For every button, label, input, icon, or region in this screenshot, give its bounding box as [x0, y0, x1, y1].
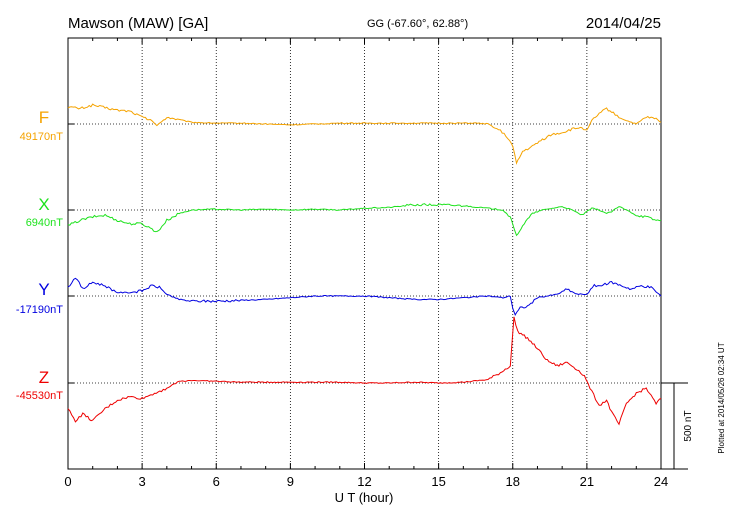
- series-baseline-z: -45530nT: [16, 390, 63, 402]
- axis-ticks: [67, 38, 662, 469]
- x-tick-label-12: 12: [357, 474, 371, 489]
- series-name-z: Z: [39, 368, 49, 387]
- x-tick-label-9: 9: [287, 474, 294, 489]
- trace-z: [67, 316, 662, 426]
- series-labels: F 49170nT X 6940nT Y -17190nT Z -45530nT: [16, 108, 63, 402]
- time-grid: [141, 38, 588, 469]
- series-baseline-x: 6940nT: [26, 217, 64, 229]
- x-tick-label-0: 0: [64, 474, 71, 489]
- x-tick-label-21: 21: [580, 474, 594, 489]
- trace-y: [67, 277, 662, 317]
- x-axis-label: U T (hour): [335, 490, 394, 505]
- series-name-f: F: [39, 108, 49, 127]
- baselines: [68, 123, 661, 384]
- x-tick-label-18: 18: [506, 474, 520, 489]
- x-tick-label-24: 24: [654, 474, 668, 489]
- series-name-x: X: [38, 195, 49, 214]
- series-name-y: Y: [38, 280, 49, 299]
- series-baseline-y: -17190nT: [16, 304, 63, 316]
- series-baseline-f: 49170nT: [20, 131, 64, 143]
- component-traces: [67, 103, 662, 426]
- station-title: Mawson (MAW) [GA]: [68, 15, 208, 32]
- scale-bar: 500 nT: [661, 382, 694, 470]
- scale-bar-label: 500 nT: [683, 410, 694, 441]
- x-tick-label-6: 6: [213, 474, 220, 489]
- x-tick-label-3: 3: [139, 474, 146, 489]
- trace-x: [67, 203, 662, 237]
- plotted-at-label: Plotted at 2014/05/26 02:34 UT: [717, 342, 726, 453]
- date-label: 2014/04/25: [586, 15, 661, 32]
- x-tick-labels: 0 3 6 9 12 15 18 21 24: [64, 474, 668, 489]
- coordinates-label: GG (-67.60°, 62.88°): [367, 18, 468, 30]
- trace-f: [67, 103, 662, 165]
- x-tick-label-15: 15: [431, 474, 445, 489]
